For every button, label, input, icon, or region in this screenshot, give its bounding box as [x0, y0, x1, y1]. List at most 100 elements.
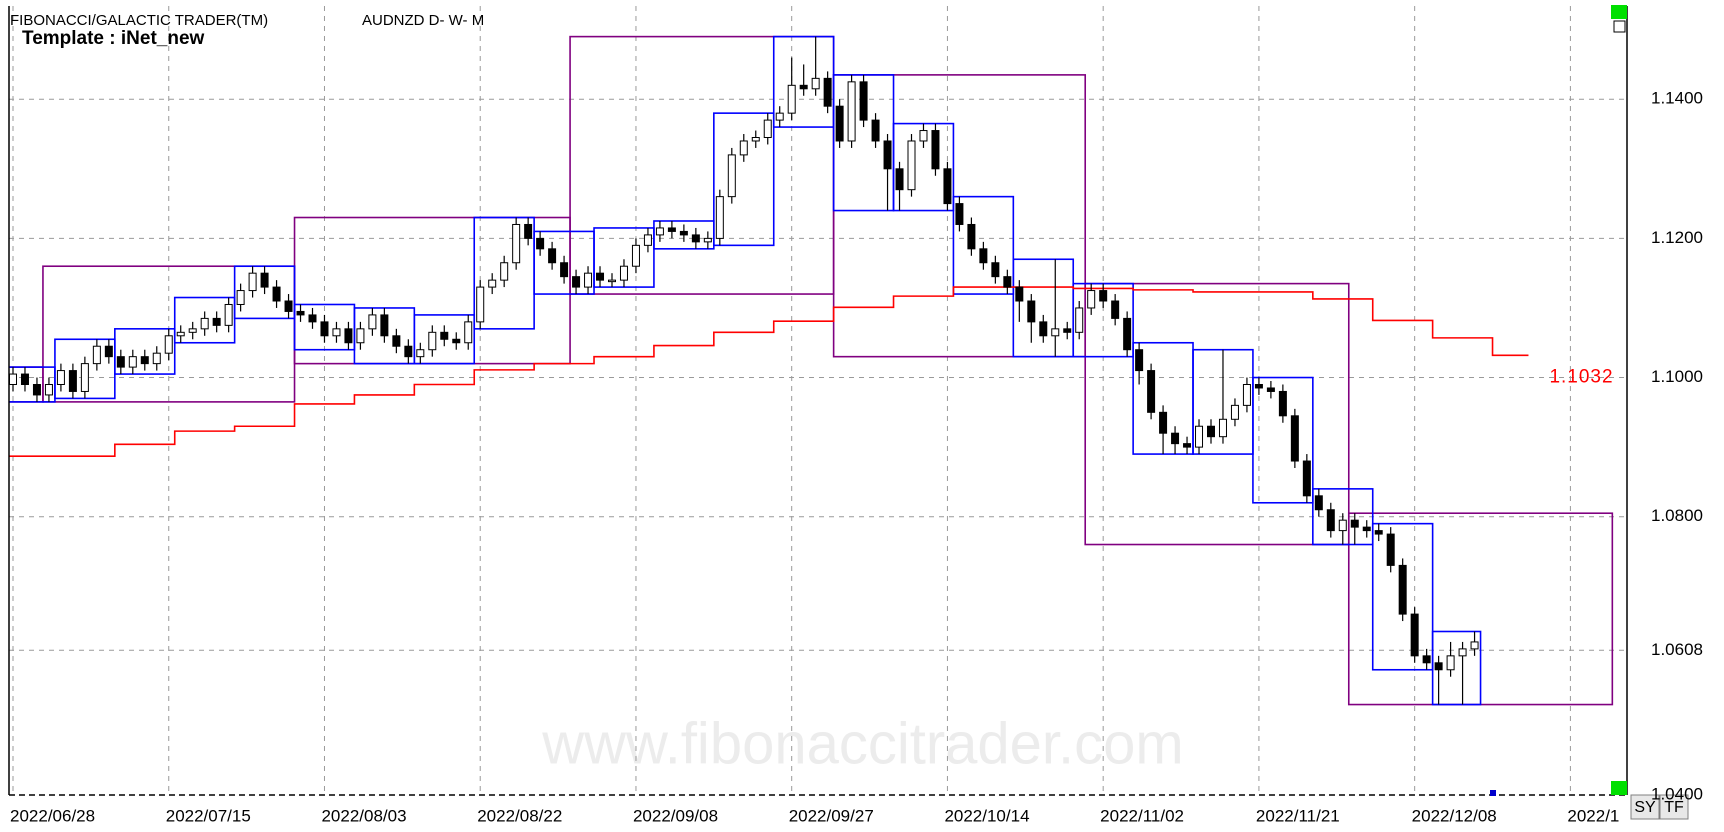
candle-body — [919, 130, 928, 142]
candle-body — [56, 370, 65, 385]
weekly-box — [713, 112, 775, 247]
candle-body — [9, 373, 17, 385]
template-label: Template : iNet_new — [22, 28, 205, 49]
candle-body — [440, 331, 449, 340]
candle-body — [1374, 530, 1383, 535]
candle-body — [1147, 370, 1156, 413]
candle-body — [488, 279, 497, 288]
corner-marker — [1611, 781, 1627, 795]
candle-body — [1314, 495, 1323, 511]
candle-body — [260, 272, 269, 288]
weekly-box — [114, 328, 176, 375]
scroll-marker — [1490, 790, 1496, 796]
candle-body — [272, 286, 281, 302]
weekly-box — [413, 314, 476, 365]
candle-body — [536, 237, 545, 250]
candle-body — [584, 272, 593, 288]
candle-body — [1422, 655, 1431, 664]
candle-body — [1410, 613, 1419, 657]
candle-body — [560, 262, 569, 278]
button-label[interactable]: TF — [1664, 799, 1684, 816]
candle-body — [931, 130, 940, 170]
x-tick-label: 2022/12/08 — [1412, 806, 1497, 825]
candle-body — [1015, 286, 1024, 302]
candle-body — [236, 290, 245, 305]
candle-body — [92, 345, 101, 365]
x-tick-label: 2022/06/28 — [10, 806, 95, 825]
candle-body — [1254, 383, 1263, 389]
candle-body — [1003, 276, 1012, 288]
candle-body — [296, 310, 305, 316]
y-tick-label: 1.1200 — [1651, 228, 1703, 247]
corner-marker — [1611, 5, 1627, 19]
candle-body — [476, 286, 485, 323]
header-title: FIBONACCI/GALACTIC TRADER(TM) — [10, 12, 268, 29]
candle-body — [643, 234, 652, 246]
tf-button[interactable]: TF — [1659, 794, 1689, 820]
candle-body — [1386, 533, 1395, 566]
candle-body — [1051, 328, 1060, 337]
x-tick-label: 2022/1 — [1567, 806, 1619, 825]
candle-body — [68, 370, 77, 392]
candle-body — [871, 119, 880, 142]
candle-body — [1171, 432, 1180, 445]
x-tick-label: 2022/09/27 — [789, 806, 874, 825]
candle-body — [392, 335, 401, 347]
x-tick-label: 2022/08/03 — [321, 806, 406, 825]
candle-body — [763, 119, 772, 138]
candle-body — [1135, 349, 1144, 372]
weekly-box — [1371, 522, 1434, 671]
candle-body — [955, 203, 964, 225]
candle-body — [1458, 648, 1467, 657]
button-label[interactable]: SY — [1634, 799, 1656, 816]
candle-body — [344, 328, 353, 344]
candle-body — [1470, 641, 1479, 650]
candle-body — [1434, 662, 1443, 671]
candle-body — [524, 223, 533, 239]
y-tick-label: 1.0400 — [1651, 784, 1703, 803]
candle-body — [608, 279, 616, 283]
candle-body — [1242, 383, 1251, 406]
button-frame[interactable] — [1659, 794, 1689, 820]
candle-body — [1302, 460, 1311, 497]
candle-body — [128, 356, 137, 368]
candle-body — [847, 81, 856, 142]
candle-body — [691, 234, 700, 243]
x-tick-label: 2022/11/21 — [1256, 806, 1340, 825]
candle-body — [1111, 300, 1120, 319]
candle-body — [332, 328, 341, 337]
x-tick-label: 2022/11/02 — [1100, 806, 1184, 825]
candle-body — [1398, 564, 1407, 615]
candle-body — [1350, 519, 1359, 528]
candle-body — [739, 140, 748, 156]
candle-body — [859, 81, 868, 121]
y-tick-label: 1.0608 — [1651, 640, 1703, 659]
candle-body — [1099, 290, 1108, 302]
candle-body — [548, 248, 557, 264]
candle-body — [979, 248, 988, 264]
candle-body — [655, 227, 664, 236]
candle-body — [1338, 519, 1347, 532]
candle-body — [811, 77, 820, 90]
candle-body — [140, 356, 149, 365]
candle-body — [835, 105, 844, 142]
x-tick-label: 2022/09/08 — [633, 806, 718, 825]
candle-body — [823, 77, 832, 107]
candle-body — [416, 349, 425, 358]
x-tick-label: 2022/07/15 — [166, 806, 251, 825]
candle-body — [1218, 418, 1227, 438]
candle-body — [967, 223, 976, 250]
candle-body — [1195, 425, 1204, 448]
weekly-box — [173, 296, 236, 344]
candle-body — [715, 196, 724, 239]
monthly-box — [832, 74, 1087, 358]
button-frame[interactable] — [1630, 794, 1660, 820]
candle-body — [188, 328, 197, 333]
x-tick-label: 2022/10/14 — [944, 806, 1029, 825]
sy-button[interactable]: SY — [1630, 794, 1660, 820]
corner-button[interactable] — [1613, 20, 1626, 33]
candle-body — [500, 262, 509, 281]
candle-body — [248, 272, 257, 292]
